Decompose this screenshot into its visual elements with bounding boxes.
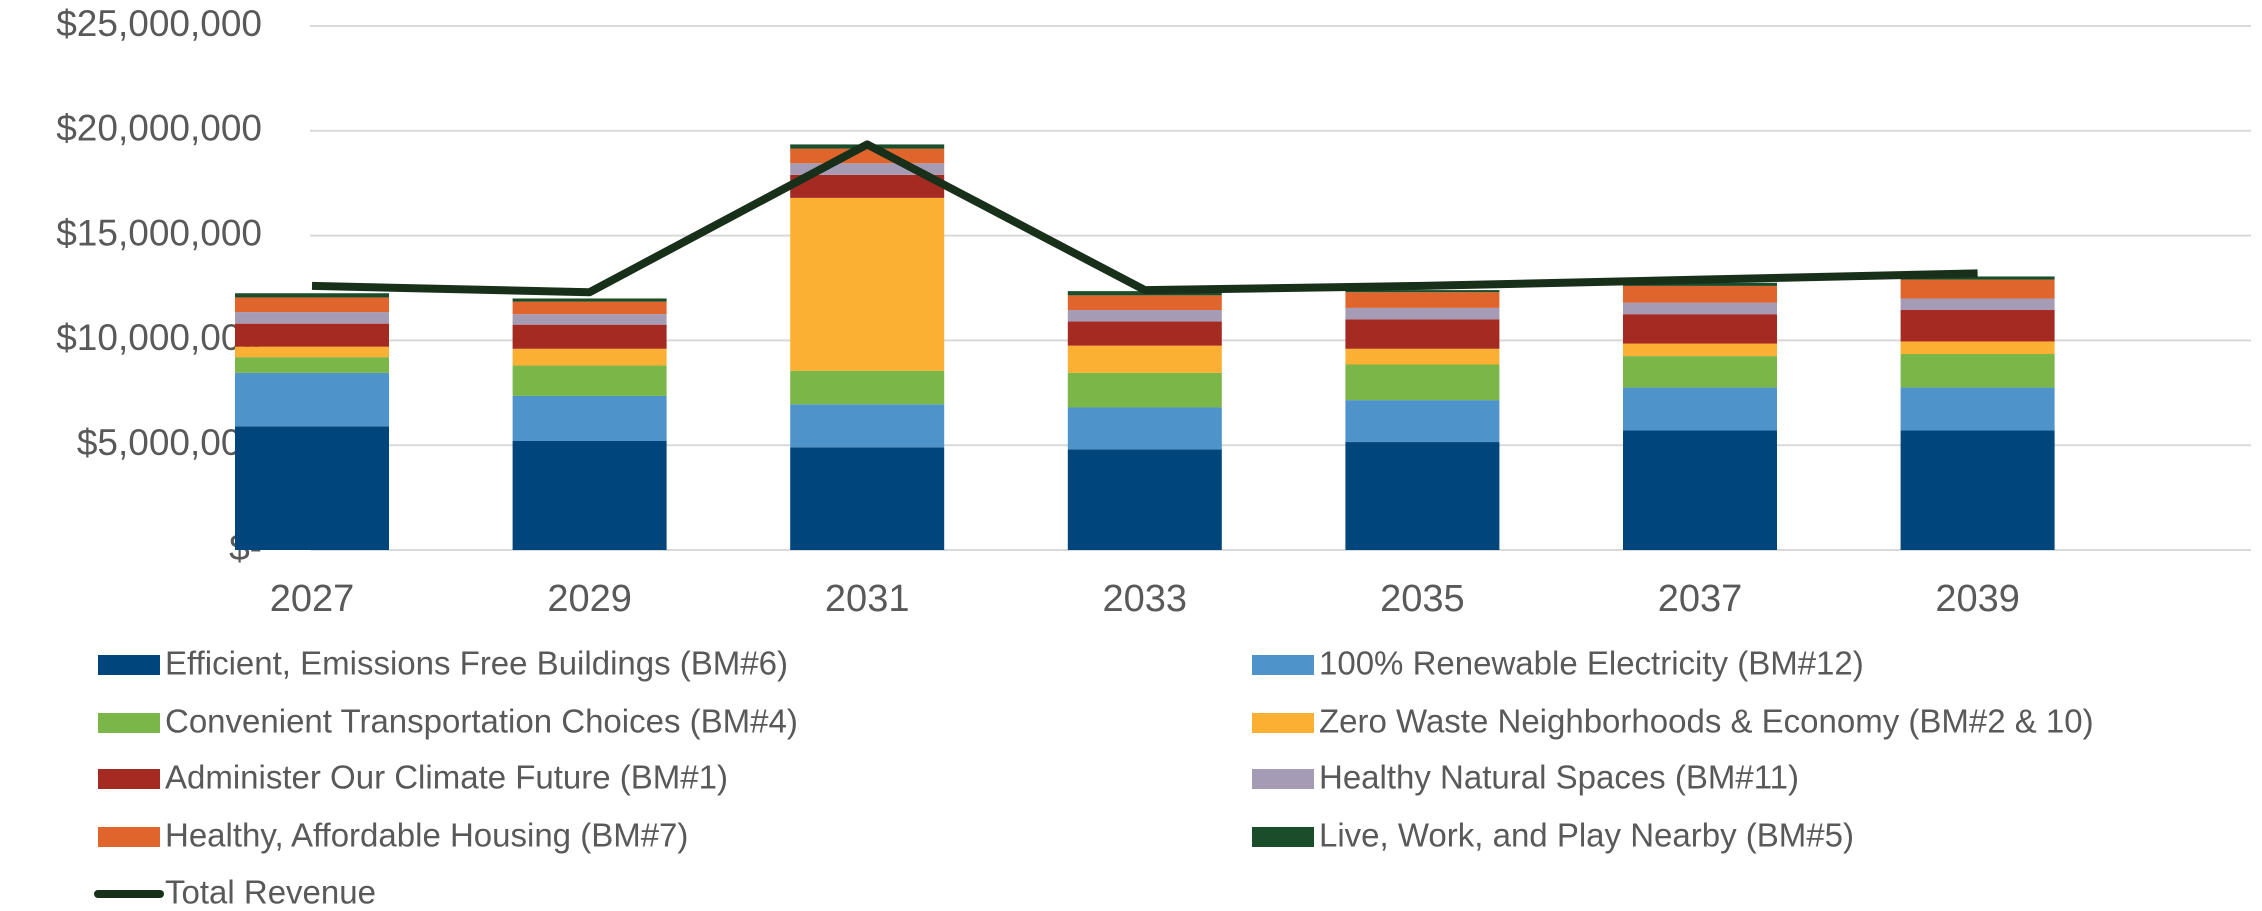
bar-segment: [1900, 430, 2055, 550]
bar-segment: [790, 370, 945, 405]
legend-swatch: [1252, 713, 1314, 733]
bar-segment: [1067, 321, 1222, 346]
bar-segment: [1623, 285, 1777, 303]
bar-segment: [512, 348, 667, 366]
bar-segment: [235, 323, 389, 347]
bar-segment: [1345, 442, 1500, 550]
bar-segment: [1345, 290, 1500, 293]
bar-segment: [1067, 372, 1222, 408]
bar-segment: [512, 314, 667, 325]
legend-label: Administer Our Climate Future (BM#1): [165, 759, 728, 796]
legend-swatch: [1252, 655, 1314, 675]
x-tick-label: 2029: [547, 578, 632, 620]
bar-segment: [1900, 354, 2055, 388]
legend-label: Healthy, Affordable Housing (BM#7): [165, 817, 688, 854]
legend-label: Efficient, Emissions Free Buildings (BM#…: [165, 645, 788, 682]
bar-segment: [235, 297, 389, 313]
legend-label: Healthy Natural Spaces (BM#11): [1319, 759, 1799, 796]
bar-segment: [1345, 400, 1500, 443]
bar-segment: [1623, 356, 1777, 388]
x-tick-label: 2039: [1935, 578, 2020, 620]
legend-label: 100% Renewable Electricity (BM#12): [1319, 645, 1864, 682]
bar-segment: [512, 324, 667, 349]
y-tick-label: $25,000,000: [56, 3, 262, 44]
bar-segment: [1623, 314, 1777, 344]
bar-segment: [1345, 292, 1500, 308]
legend-label: Live, Work, and Play Nearby (BM#5): [1319, 817, 1854, 854]
bar-segment: [1345, 307, 1500, 320]
total-line: [311, 140, 1978, 297]
legend-swatch: [98, 713, 160, 733]
bar-segment: [1067, 310, 1222, 322]
bar-segment: [235, 346, 389, 358]
legend-label: Zero Waste Neighborhoods & Economy (BM#2…: [1319, 703, 2094, 740]
bar-segment: [1900, 387, 2055, 431]
bar-segment: [235, 357, 389, 373]
bar-segment: [1067, 345, 1222, 373]
y-tick-label: $15,000,000: [56, 212, 262, 253]
bar-segment: [790, 163, 945, 175]
bar-segment: [1067, 407, 1222, 450]
x-tick-label: 2027: [270, 578, 355, 620]
bar-segment: [790, 197, 945, 371]
bar-segment: [235, 312, 389, 324]
legend-swatch: [98, 655, 160, 675]
bar-segment: [235, 426, 389, 550]
y-tick-label: $10,000,000: [56, 317, 262, 358]
bar-segment: [1623, 343, 1777, 357]
bar-segment: [1345, 319, 1500, 349]
bar-segment: [1345, 364, 1500, 401]
bar-segment: [235, 372, 389, 427]
bar-segment: [1623, 302, 1777, 315]
bar-segment: [1900, 276, 2055, 280]
bar-segment: [790, 174, 945, 198]
bar-segment: [1067, 295, 1222, 311]
legend-swatch: [1252, 827, 1314, 847]
x-tick-label: 2037: [1658, 578, 1743, 620]
bar-segment: [1623, 387, 1777, 431]
bar-segment: [1900, 279, 2055, 299]
x-tick-label: 2031: [825, 578, 910, 620]
bar-segment: [512, 395, 667, 442]
bar-segment: [790, 447, 945, 550]
bar-segment: [512, 298, 667, 302]
bar-segment: [1067, 449, 1222, 550]
legend-label: Convenient Transportation Choices (BM#4): [165, 703, 798, 740]
bar-segment: [1900, 310, 2055, 342]
y-tick-label: $20,000,000: [56, 108, 262, 149]
x-tick-label: 2033: [1103, 578, 1188, 620]
bar-segment: [790, 404, 945, 448]
bar-segment: [512, 441, 667, 550]
bar-segment: [1623, 430, 1777, 550]
legend-swatch: [1252, 769, 1314, 789]
bar-segment: [1900, 341, 2055, 355]
bar-segment: [1623, 282, 1777, 286]
legend-label: Total Revenue: [165, 874, 376, 911]
bar-segment: [512, 301, 667, 315]
bar-segment: [235, 293, 389, 298]
legend-swatch: [98, 827, 160, 847]
x-tick-label: 2035: [1380, 578, 1465, 620]
legend-swatch: [98, 769, 160, 789]
bar-segment: [790, 148, 945, 164]
y-tick-label: $5,000,000: [77, 422, 262, 463]
bar-segment: [512, 365, 667, 396]
bar-segment: [1345, 348, 1500, 365]
bar-segment: [1900, 298, 2055, 311]
